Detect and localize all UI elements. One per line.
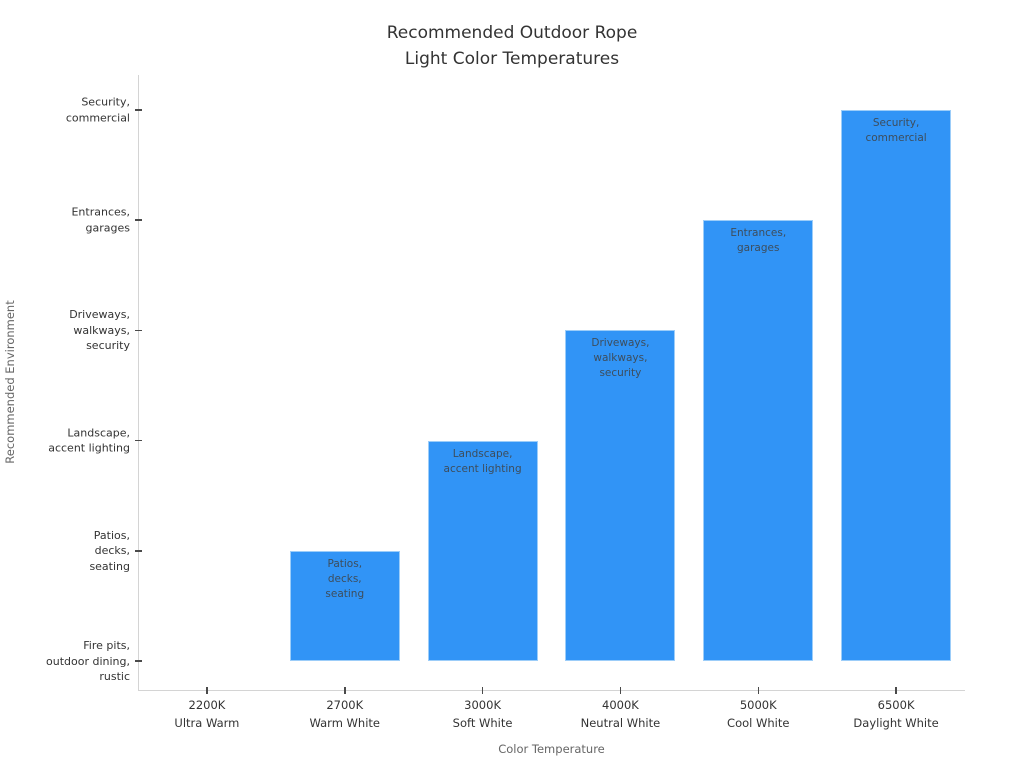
y-tick-label: Landscape, accent lighting <box>48 426 130 455</box>
y-tick-mark <box>134 550 142 552</box>
y-tick-mark <box>134 439 142 442</box>
x-tick-label: 2200K Ultra Warm <box>174 698 240 730</box>
chart-title: Recommended Outdoor Rope Light Color Tem… <box>386 23 638 69</box>
bar: Security, commercial <box>841 110 952 661</box>
bar: Entrances, garages <box>703 220 814 661</box>
x-tick-mark <box>344 686 346 694</box>
x-tick-mark <box>481 686 484 694</box>
y-tick-label: Fire pits, outdoor dining, rustic <box>46 638 130 683</box>
x-tick-mark <box>895 686 897 694</box>
y-tick-label: Security, commercial <box>65 95 130 125</box>
y-axis-line <box>138 75 139 690</box>
bar: Patios, decks, seating <box>289 550 400 661</box>
x-tick-label: 3000K Soft White <box>452 698 513 730</box>
x-axis-title: Color Temperature <box>498 742 605 756</box>
bar-label: Driveways, walkways, security <box>591 337 650 380</box>
x-tick-mark <box>206 686 208 694</box>
bar-label: Entrances, garages <box>730 227 787 255</box>
x-axis-line <box>138 690 965 691</box>
x-tick-label: 4000K Neutral White <box>580 698 661 730</box>
y-tick-mark <box>134 329 142 332</box>
y-tick-label: Driveways, walkways, security <box>69 308 130 353</box>
x-tick-label: 2700K Warm White <box>309 698 380 730</box>
bar: Driveways, walkways, security <box>565 330 676 661</box>
y-tick-mark <box>134 660 142 662</box>
y-tick-label: Patios, decks, seating <box>89 528 130 573</box>
bar-label: Patios, decks, seating <box>325 557 365 600</box>
x-tick-mark <box>757 686 759 694</box>
bar-label: Security, commercial <box>865 117 927 144</box>
x-tick-label: 6500K Daylight White <box>853 698 939 730</box>
y-tick-label: Entrances, garages <box>71 205 130 235</box>
y-tick-mark <box>134 109 142 111</box>
x-tick-label: 5000K Cool White <box>727 698 790 730</box>
x-tick-mark <box>619 686 622 694</box>
bar-label: Landscape, accent lighting <box>443 447 522 475</box>
bar: Landscape, accent lighting <box>427 440 538 661</box>
y-tick-mark <box>134 219 142 221</box>
